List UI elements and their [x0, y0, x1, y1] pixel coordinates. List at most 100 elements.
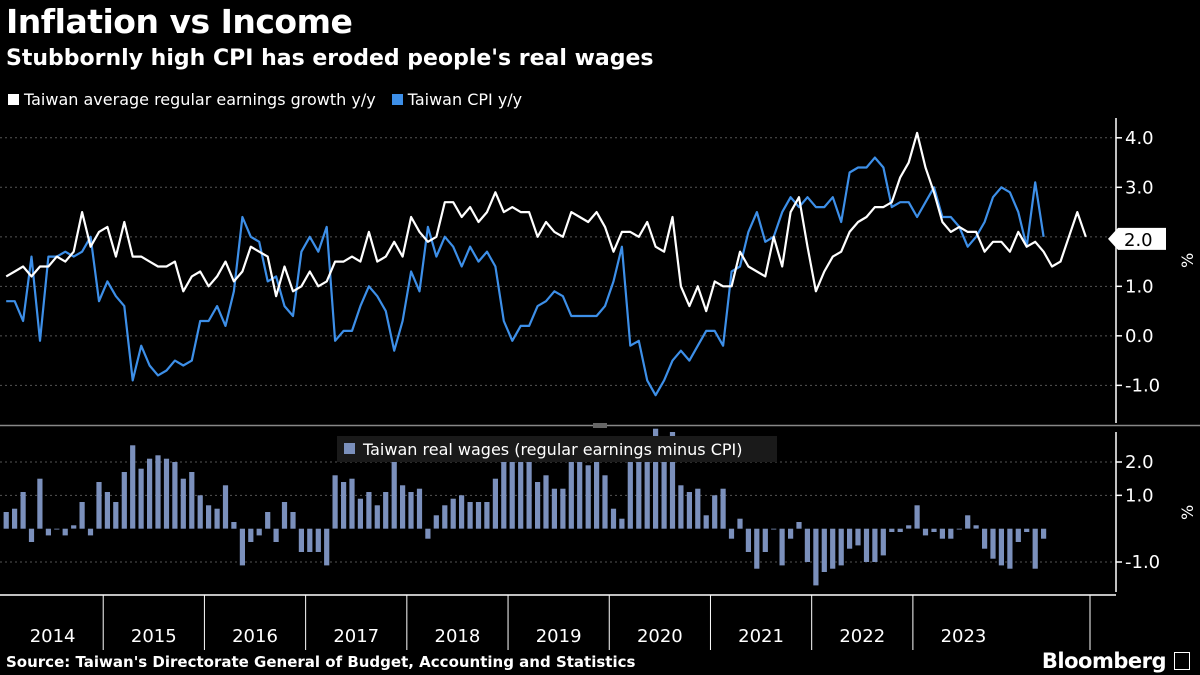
bar-real-wages [130, 445, 136, 529]
bar-real-wages [298, 528, 304, 552]
bar-real-wages [433, 515, 439, 529]
bar-real-wages [391, 455, 397, 529]
bar-real-wages [644, 442, 650, 529]
bar-real-wages [526, 452, 532, 529]
last-value-tag-earnings [1108, 227, 1166, 250]
bar-real-wages [349, 478, 355, 529]
bar-real-wages [594, 458, 600, 529]
legend-swatch-cpi [391, 94, 403, 105]
bar-real-wages [501, 455, 507, 529]
bar-real-wages [543, 475, 549, 529]
bar-real-wages [467, 502, 473, 529]
bar-real-wages [577, 462, 583, 529]
bar-real-wages [180, 478, 186, 529]
bar-real-wages [383, 492, 389, 529]
bar-real-wages [661, 442, 667, 529]
xtick-label: 2019 [536, 626, 582, 647]
ytick-label-top: -1.0 [1125, 375, 1160, 396]
bar-real-wages [366, 492, 372, 529]
bar-real-wages [922, 528, 929, 536]
bar-real-wages [459, 495, 465, 529]
bar-real-wages [155, 455, 161, 529]
bar-real-wages [762, 528, 768, 552]
chart-title: Inflation vs Income [6, 2, 353, 41]
xtick-label: 2017 [333, 626, 379, 647]
bar-real-wages [475, 502, 482, 529]
last-value-label-real-wages: -0.2 [1128, 0, 1163, 5]
bar-real-wages [20, 492, 26, 529]
bar-real-wages [897, 528, 903, 532]
bar-real-wages [838, 528, 844, 566]
bar-real-wages [695, 488, 701, 529]
bar-real-wages [804, 528, 810, 562]
bar-real-wages [492, 478, 498, 529]
bar-real-wages [796, 522, 802, 529]
bar-real-wages [71, 525, 77, 529]
bar-real-wages [779, 528, 785, 566]
bar-real-wages [712, 495, 718, 529]
bar-real-wages [939, 528, 945, 539]
bar-real-wages [357, 498, 363, 529]
bar-real-wages [847, 528, 853, 549]
bar-real-wages [1041, 528, 1047, 539]
bar-legend-label: Taiwan real wages (regular earnings minu… [362, 440, 743, 459]
bar-real-wages [290, 512, 296, 529]
bar-real-wages [518, 452, 524, 529]
bar-real-wages [669, 432, 676, 529]
bar-real-wages [3, 512, 9, 529]
ytick-label-top: 1.0 [1125, 276, 1154, 297]
bar-real-wages [12, 508, 18, 529]
bar-real-wages [855, 528, 861, 546]
bar-real-wages [214, 508, 220, 529]
last-value-label-earnings: 2.0 [1124, 230, 1153, 251]
bar-real-wages [273, 528, 279, 542]
bar-real-wages [737, 518, 743, 529]
bar-real-wages [551, 488, 557, 529]
xtick-label: 2016 [232, 626, 278, 647]
xtick-label: 2021 [738, 626, 784, 647]
bar-real-wages [239, 528, 245, 566]
bar-real-wages [535, 482, 541, 529]
bar-real-wages [602, 475, 608, 529]
bar-real-wages [619, 518, 625, 529]
xtick-label: 2018 [435, 626, 481, 647]
bar-legend-box [337, 436, 777, 462]
bar-real-wages [880, 528, 886, 556]
bar-real-wages [788, 528, 794, 539]
bar-legend-swatch [344, 443, 355, 454]
bar-real-wages [281, 502, 288, 529]
bar-real-wages [163, 458, 170, 529]
bar-real-wages [889, 528, 895, 532]
bar-real-wages [408, 492, 414, 529]
bar-real-wages [678, 485, 684, 529]
xtick-label: 2014 [30, 626, 76, 647]
bar-real-wages [400, 485, 406, 529]
bar-real-wages [965, 515, 971, 529]
bar-real-wages [728, 528, 735, 539]
bar-real-wages [906, 525, 912, 529]
bar-real-wages [113, 502, 119, 529]
bar-real-wages [374, 505, 380, 529]
bar-real-wages [754, 528, 760, 569]
bar-real-wages [425, 528, 431, 539]
brand-wordmark: Bloomberg [1041, 649, 1167, 673]
bloomberg-logo: Bloomberg [1042, 649, 1190, 673]
xtick-label: 2015 [131, 626, 177, 647]
xtick-label: 2020 [637, 626, 683, 647]
bar-real-wages [982, 528, 988, 549]
bar-real-wages [450, 498, 456, 529]
bar-real-wages [771, 528, 777, 530]
bar-real-wages [636, 458, 642, 529]
bar-real-wages [442, 505, 448, 529]
ytick-label-bottom: -1.0 [1125, 552, 1160, 573]
bar-real-wages [28, 528, 35, 542]
legend-label-cpi: Taiwan CPI y/y [407, 90, 523, 109]
legend-swatch-earnings [8, 94, 19, 105]
bar-real-wages [653, 428, 659, 529]
bar-real-wages [104, 492, 110, 529]
series-line-cpi [6, 156, 1045, 397]
bar-real-wages [1007, 528, 1013, 569]
source-note: Source: Taiwan's Directorate General of … [6, 653, 636, 671]
bar-real-wages [484, 502, 490, 529]
